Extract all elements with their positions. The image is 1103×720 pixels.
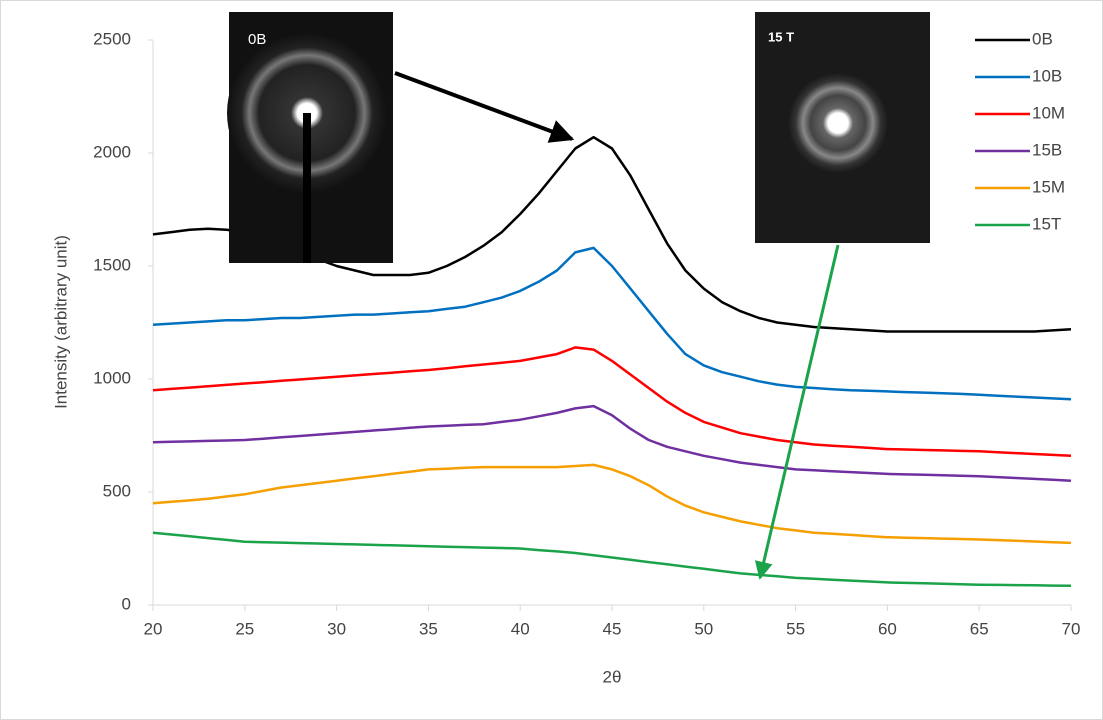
legend-label: 10B xyxy=(1032,66,1062,85)
x-tick-label: 40 xyxy=(511,619,530,638)
y-tick-label: 2000 xyxy=(93,142,131,161)
y-tick-label: 500 xyxy=(103,481,131,500)
x-tick-label: 45 xyxy=(603,619,622,638)
chart-border xyxy=(1,1,1103,720)
inset-label: 0B xyxy=(248,31,266,48)
legend-label: 15T xyxy=(1032,214,1061,233)
page: 0 500 1000 1500 2000 2500 20 25 30 35 40 45 50 55 60 65… xyxy=(0,0,1103,720)
y-tick-label: 1500 xyxy=(93,255,131,274)
legend-label: 15B xyxy=(1032,140,1062,159)
x-tick-label: 55 xyxy=(786,619,805,638)
y-tick-label: 2500 xyxy=(93,29,131,48)
y-tick-label: 0 xyxy=(122,594,131,613)
x-tick-label: 20 xyxy=(144,619,163,638)
x-tick-label: 35 xyxy=(419,619,438,638)
inset-label: 15 T xyxy=(768,29,794,44)
legend-label: 0B xyxy=(1032,29,1053,48)
y-tick-label: 1000 xyxy=(93,368,131,387)
x-tick-label: 30 xyxy=(327,619,346,638)
x-tick-label: 60 xyxy=(878,619,897,638)
diffraction-ring xyxy=(788,73,888,173)
x-tick-label: 50 xyxy=(694,619,713,638)
chart: 0 500 1000 1500 2000 2500 20 25 30 35 40 45 50 55 60 65… xyxy=(0,0,1103,720)
x-axis-title: 2θ xyxy=(603,667,622,686)
x-tick-label: 70 xyxy=(1062,619,1081,638)
beam-stop xyxy=(303,113,311,263)
legend-label: 10M xyxy=(1032,103,1065,122)
x-tick-label: 65 xyxy=(970,619,989,638)
y-axis-title: Intensity (arbitrary unit) xyxy=(51,235,70,409)
legend-label: 15M xyxy=(1032,177,1065,196)
x-tick-label: 25 xyxy=(235,619,254,638)
